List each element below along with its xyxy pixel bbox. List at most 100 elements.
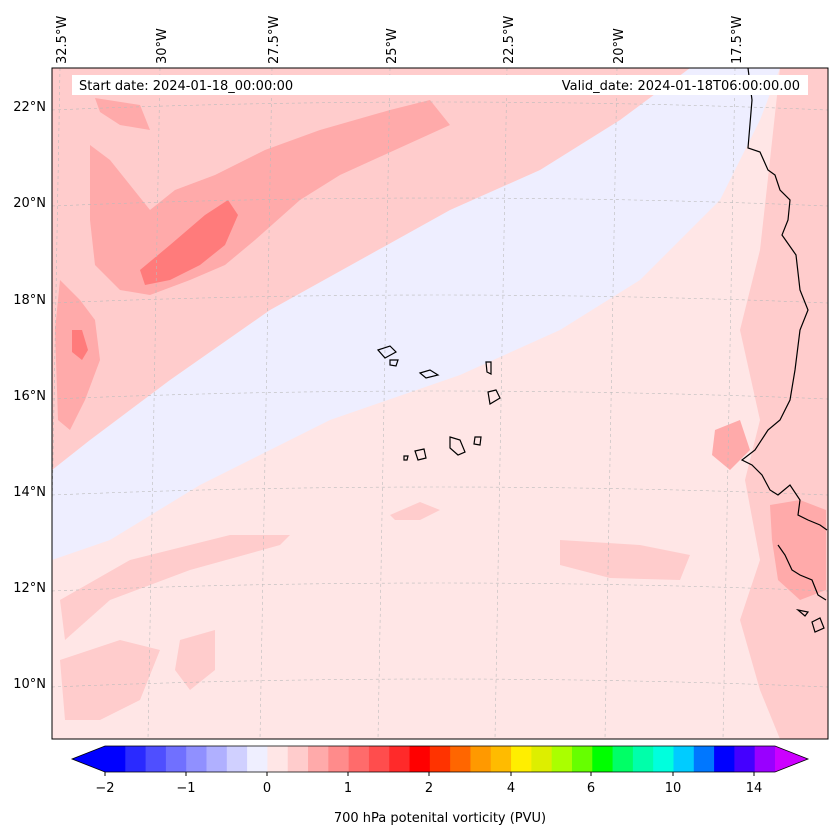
pv-field: [52, 68, 828, 739]
colorbar-swatch: [328, 746, 350, 772]
longitude-label: 25°W: [385, 28, 400, 64]
africa-coastline: [777, 544, 827, 601]
positive-pv-region: [390, 502, 440, 520]
start-date: Start date: 2024-01-18_00:00:00: [79, 79, 293, 94]
colorbar-tick-label: 0: [263, 781, 271, 796]
colorbar-tick-label: 2: [425, 781, 433, 796]
latitude-label: 14°N: [13, 485, 46, 500]
colorbar-swatch: [287, 746, 309, 772]
latitude-label: 10°N: [13, 677, 46, 692]
positive-pv-region: [60, 535, 290, 640]
positive-pv-core: [140, 200, 238, 285]
graticule: [52, 68, 828, 739]
positive-pv-filament: [770, 500, 826, 600]
colorbar-swatch: [511, 746, 532, 772]
parallel-line: [52, 582, 828, 592]
latitude-label: 16°N: [13, 389, 46, 404]
parallel-line: [52, 294, 828, 304]
positive-pv-core: [72, 330, 88, 360]
positive-pv-region: [560, 540, 690, 580]
colorbar-label: 700 hPa potenital vorticity (PVU): [334, 811, 546, 826]
positive-pv-filament: [95, 98, 150, 130]
island-santo-antao: [376, 345, 397, 359]
colorbar-swatch: [389, 746, 411, 772]
valid-date: Valid_date: 2024-01-18T06:00:00.00: [562, 79, 800, 94]
colorbar-tick-label: 10: [665, 781, 682, 796]
latitude-label: 20°N: [13, 196, 46, 211]
colorbar-tick-label: 4: [507, 781, 515, 796]
date-strip: [72, 75, 808, 95]
colorbar-swatch: [226, 746, 248, 772]
colorbar-swatch: [429, 746, 451, 772]
colorbar-swatch: [490, 746, 512, 772]
colorbar-swatch: [632, 746, 654, 772]
colorbar-swatch: [348, 746, 370, 772]
colorbar-swatch: [125, 746, 147, 772]
colorbar-tick-label: 6: [587, 781, 595, 796]
colorbar-tick-label: −2: [95, 781, 114, 796]
island-boa-vista: [487, 389, 501, 405]
africa-coastline: [740, 68, 828, 531]
colorbar-swatch: [714, 746, 735, 772]
longitude-label: 27.5°W: [267, 16, 282, 64]
parallel-line: [52, 678, 828, 688]
positive-pv-filament: [712, 420, 750, 470]
island-sao-nicolau: [418, 369, 440, 379]
map-frame: [51, 67, 829, 740]
colorbar-swatch: [551, 746, 573, 772]
colorbar-tick-label: 14: [746, 781, 763, 796]
longitude-label: 20°W: [612, 28, 627, 64]
island-maio: [473, 436, 482, 446]
colorbar-swatch: [571, 746, 593, 772]
colorbar-swatch: [450, 746, 471, 772]
colorbar-tick-label: −1: [176, 781, 195, 796]
colorbar-swatch: [673, 746, 695, 772]
parallel-line: [52, 486, 828, 496]
colorbar-swatch: [754, 746, 776, 772]
parallel-line: [52, 390, 828, 400]
colorbar-over-arrow: [775, 746, 808, 772]
latitude-label: 12°N: [13, 581, 46, 596]
colorbar-swatch: [308, 746, 329, 772]
colorbar-swatch: [368, 746, 390, 772]
latitude-label: 22°N: [13, 100, 46, 115]
island-sal: [485, 361, 492, 375]
longitude-label: 32.5°W: [55, 16, 70, 64]
colorbar-swatch: [267, 746, 289, 772]
positive-pv-region: [175, 630, 215, 690]
colorbar-swatch: [734, 746, 756, 772]
colorbar-swatch: [105, 746, 126, 772]
colorbar-swatch: [612, 746, 634, 772]
longitude-label: 17.5°W: [730, 16, 745, 64]
negative-pv-band: [52, 68, 780, 560]
positive-pv-region: [52, 68, 690, 470]
colorbar-swatch: [693, 746, 715, 772]
colorbar-swatch: [470, 746, 492, 772]
colorbar-swatch: [247, 746, 268, 772]
colorbar: −2 −1 0 1 2 4 6 10 14: [70, 745, 810, 796]
island-bissagos: [795, 608, 810, 617]
colorbar-tick-label: 1: [344, 781, 352, 796]
longitude-label: 30°W: [155, 28, 170, 64]
meridian-line: [604, 68, 618, 739]
longitude-labels: 32.5°W 30°W 27.5°W 25°W 22.5°W 20°W 17.5°W: [55, 16, 745, 64]
meridian-line: [147, 68, 161, 739]
colorbar-swatch: [653, 746, 674, 772]
coastline: [376, 68, 828, 633]
colorbar-swatch: [206, 746, 228, 772]
latitude-labels: 22°N 20°N 18°N 16°N 14°N 12°N 10°N: [13, 100, 46, 692]
colorbar-swatch: [165, 746, 187, 772]
parallel-line: [52, 101, 828, 111]
parallel-line: [52, 197, 828, 207]
meridian-line: [722, 68, 736, 739]
island-brava: [403, 455, 409, 461]
colorbar-swatch: [145, 746, 167, 772]
longitude-label: 22.5°W: [502, 16, 517, 64]
meridian-line: [377, 68, 391, 739]
colorbar-swatch: [592, 746, 614, 772]
island-santiago: [449, 436, 466, 456]
colorbar-under-arrow: [72, 746, 105, 772]
colorbar-swatch: [409, 746, 431, 772]
island-fogo: [414, 448, 427, 461]
